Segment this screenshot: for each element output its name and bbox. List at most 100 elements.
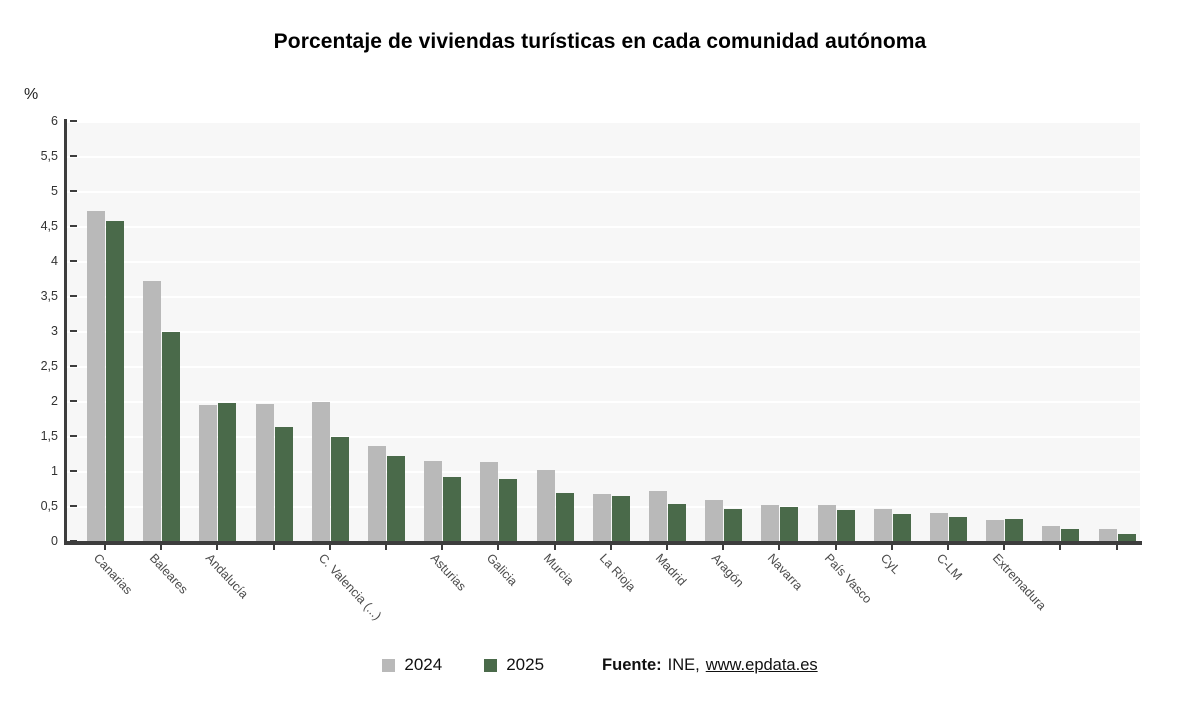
bar-group (255, 121, 293, 541)
bar-group (87, 121, 124, 541)
bar-2024[interactable] (930, 513, 948, 541)
bar-2025[interactable] (1061, 529, 1080, 541)
bar-2025[interactable] (949, 516, 967, 541)
gridline (66, 261, 1140, 263)
bar-2024[interactable] (311, 402, 330, 541)
bar-2024[interactable] (480, 461, 499, 541)
y-axis-tick-label: 2,5 (40, 359, 58, 373)
bar-2024[interactable] (199, 405, 218, 541)
x-axis-line (64, 541, 1142, 545)
bar-group (1042, 121, 1080, 541)
y-axis-line (64, 119, 67, 543)
source-attribution: Fuente: INE, www.epdata.es (602, 656, 818, 675)
x-axis-tick-mark (160, 545, 163, 550)
bar-group (761, 121, 799, 541)
x-axis-tick-mark (497, 545, 500, 550)
gridline (66, 401, 1140, 403)
bar-2025[interactable] (218, 403, 237, 541)
bar-2025[interactable] (330, 437, 349, 541)
bar-2025[interactable] (836, 509, 855, 541)
bar-2024[interactable] (368, 445, 386, 541)
y-axis-tick-mark (70, 120, 77, 122)
x-axis-tick-mark (328, 545, 331, 550)
bar-2025[interactable] (555, 493, 574, 541)
y-axis-tick-mark (70, 260, 77, 262)
y-axis-tick-label: 0,5 (40, 499, 58, 513)
bar-2024[interactable] (761, 504, 780, 541)
y-axis-tick-mark (70, 330, 77, 332)
bar-2024[interactable] (1098, 529, 1117, 541)
bar-2025[interactable] (162, 332, 181, 541)
bar-2024[interactable] (592, 494, 611, 541)
bar-group (480, 121, 518, 541)
x-axis-tick-mark (553, 545, 556, 550)
legend-label-2024: 2024 (404, 655, 443, 674)
legend-swatch-icon-2025 (484, 658, 498, 672)
bar-2024[interactable] (143, 281, 162, 541)
bar-2025[interactable] (611, 496, 630, 541)
bar-2025[interactable] (274, 426, 293, 541)
y-axis-tick-mark (70, 435, 77, 437)
bar-2025[interactable] (387, 456, 405, 541)
bar-group (199, 121, 237, 541)
x-axis-tick-label: Madrid (652, 551, 690, 589)
gridline (66, 156, 1140, 158)
x-axis-tick-label: C. Valencia (...) (315, 551, 384, 623)
x-axis-tick-mark (216, 545, 219, 550)
bar-group (817, 121, 855, 541)
bar-2024[interactable] (705, 499, 724, 541)
x-axis-tick-mark (104, 545, 106, 550)
bar-2025[interactable] (1117, 534, 1136, 541)
gridline (66, 121, 1140, 123)
page-title: Porcentaje de viviendas turísticas en ca… (273, 30, 927, 53)
bar-2024[interactable] (1042, 526, 1061, 541)
bar-group (649, 121, 686, 541)
x-axis-tick-mark (722, 545, 725, 550)
y-axis-tick-mark (70, 540, 77, 542)
bar-2024[interactable] (424, 460, 443, 541)
bar-2025[interactable] (106, 221, 124, 541)
x-axis-tick-mark (890, 545, 893, 550)
gridline (66, 366, 1140, 368)
y-axis-tick-label: 1,5 (40, 429, 58, 443)
y-axis-tick-mark (70, 225, 77, 227)
y-axis-tick-label: 2 (51, 394, 58, 408)
bar-2024[interactable] (986, 520, 1005, 541)
bar-group (930, 121, 967, 541)
y-axis-tick-mark (70, 505, 77, 507)
y-axis-tick-label: 3,5 (40, 289, 58, 303)
source-url-link[interactable]: www.epdata.es (705, 655, 818, 674)
x-axis-tick-label: Navarra (765, 551, 806, 594)
y-axis-tick-label: 1 (51, 464, 58, 478)
bar-2025[interactable] (1005, 519, 1024, 541)
bar-2024[interactable] (817, 504, 836, 541)
bar-2025[interactable] (499, 479, 518, 541)
bar-group (536, 121, 574, 541)
legend-item-2024[interactable]: 2024 (382, 655, 442, 675)
y-axis-tick-mark (70, 190, 77, 192)
bar-2024[interactable] (536, 470, 555, 541)
legend-item-2025[interactable]: 2025 (484, 655, 544, 675)
source-name: INE, (667, 655, 700, 674)
x-axis-tick-label: Aragón (708, 551, 747, 591)
bar-2025[interactable] (443, 477, 462, 541)
bar-2025[interactable] (724, 508, 743, 541)
bar-group (424, 121, 462, 541)
bar-2025[interactable] (892, 513, 911, 541)
source-label: Fuente: (602, 655, 662, 674)
y-axis-tick-label: 5 (51, 184, 58, 198)
bar-2024[interactable] (873, 508, 892, 541)
bar-2024[interactable] (255, 403, 274, 541)
x-axis-tick-label: Canarias (90, 551, 136, 598)
y-axis-tick-mark (70, 365, 77, 367)
x-axis-tick-mark (272, 545, 275, 550)
y-axis-tick-label: 3 (51, 324, 58, 338)
bar-2025[interactable] (780, 506, 799, 541)
y-axis-ticks: 6 5,5 5 4,5 4 3,5 3 2,5 2 1,5 1 0,5 0 (6, 0, 77, 720)
bar-2024[interactable] (87, 210, 105, 541)
y-axis-tick-mark (70, 295, 77, 297)
bar-2024[interactable] (649, 491, 667, 541)
bar-2025[interactable] (668, 503, 686, 541)
y-axis-tick-label: 4,5 (40, 219, 58, 233)
y-axis-tick-label: 6 (51, 114, 58, 128)
